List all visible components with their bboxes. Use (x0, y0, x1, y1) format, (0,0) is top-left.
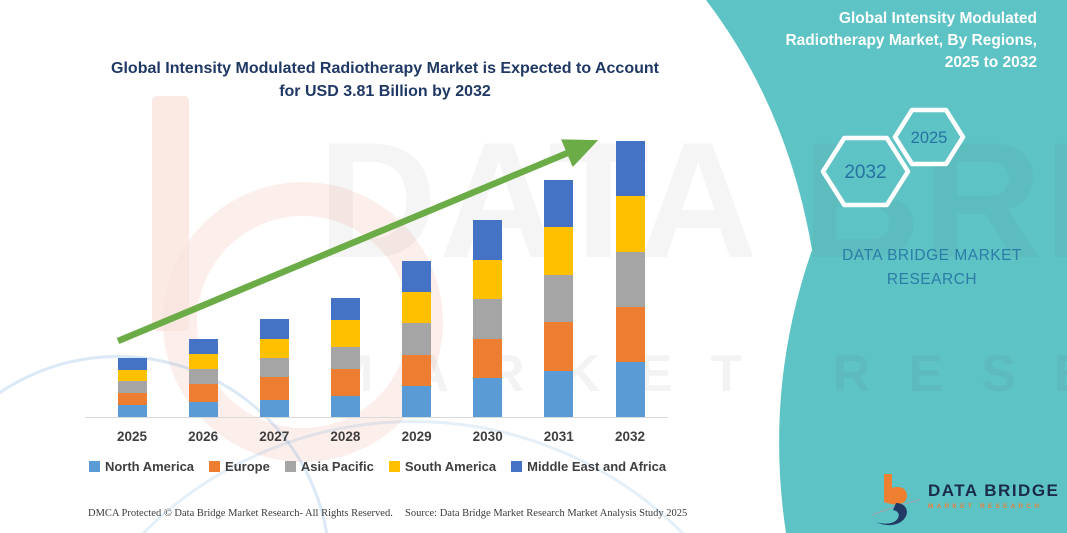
bar-2029 (402, 261, 432, 418)
databridge-logo: DATA BRIDGE MARKET RESEARCH (872, 472, 1059, 526)
legend-item-middle-east-and-africa: Middle East and Africa (511, 459, 666, 474)
bar-segment-south-america (402, 292, 432, 323)
x-axis-label-2027: 2027 (259, 429, 290, 444)
bar-segment-europe (259, 377, 289, 400)
logo-text: DATA BRIDGE MARKET RESEARCH (928, 482, 1059, 510)
bar-segment-europe (330, 369, 360, 396)
legend-label: Middle East and Africa (527, 459, 667, 474)
x-axis-label-2029: 2029 (401, 429, 432, 444)
bar-segment-north-america (117, 405, 147, 418)
legend-item-south-america: South America (388, 459, 497, 474)
bar-segment-europe (544, 322, 574, 371)
bar-segment-middle-east-and-africa (188, 339, 218, 354)
bar-segment-asia-pacific (544, 275, 574, 322)
databridge-logo-icon (872, 474, 920, 526)
bar-segment-europe (188, 384, 218, 402)
bar-segment-asia-pacific (330, 347, 360, 369)
bar-segment-middle-east-and-africa (330, 298, 360, 320)
bar-segment-north-america (188, 402, 218, 418)
bar-2031 (544, 180, 574, 418)
logo-d-shape (876, 503, 907, 526)
bar-segment-middle-east-and-africa (473, 220, 503, 260)
hexagon-2025-label: 2025 (911, 129, 948, 147)
bar-2027 (259, 319, 289, 418)
legend-item-asia-pacific: Asia Pacific (284, 459, 374, 474)
x-axis-line (85, 417, 668, 418)
footer-copyright: DMCA Protected © Data Bridge Market Rese… (88, 508, 393, 519)
bar-segment-north-america (544, 371, 574, 418)
legend-swatch (88, 461, 100, 472)
bar-2026 (188, 339, 218, 418)
sidebar-brand-text: DATA BRIDGE MARKET RESEARCH (842, 247, 1022, 289)
bar-segment-asia-pacific (615, 252, 645, 307)
x-axis-label-2025: 2025 (116, 429, 148, 444)
hexagons-graphic: 2032 2025 (820, 107, 966, 208)
hexagon-2025 (892, 107, 966, 167)
bar-segment-asia-pacific (473, 299, 503, 339)
bar-segment-europe (473, 339, 503, 378)
x-axis-label-2026: 2026 (188, 429, 219, 444)
bar-segment-south-america (117, 370, 147, 381)
bar-2028 (330, 298, 360, 418)
bar-segment-europe (117, 393, 147, 405)
bar-segment-europe (615, 307, 645, 362)
x-axis-label-2032: 2032 (614, 429, 646, 444)
legend-swatch (284, 461, 296, 472)
bar-2025 (117, 358, 147, 418)
watermark-sub-text: MARKET RESEARCH (330, 345, 1067, 403)
legend-item-europe: Europe (209, 459, 270, 474)
bar-segment-north-america (259, 400, 289, 418)
sidebar-shape (706, 0, 1067, 533)
footer-source: Source: Data Bridge Market Research Mark… (405, 508, 688, 519)
legend-label: Europe (225, 459, 270, 474)
sidebar-title: Global Intensity Modulated Radiotherapy … (785, 10, 1037, 71)
bar-segment-europe (402, 355, 432, 386)
bar-segment-south-america (259, 339, 289, 358)
bar-segment-asia-pacific (402, 323, 432, 355)
legend-label: South America (404, 459, 497, 474)
chart-title: Global Intensity Modulated Radiotherapy … (111, 60, 659, 101)
legend-item-north-america: North America (88, 459, 195, 474)
legend-swatch (209, 461, 221, 472)
bar-2030 (473, 220, 503, 418)
logo-name: DATA BRIDGE (928, 481, 1060, 500)
bar-segment-middle-east-and-africa (117, 358, 147, 370)
bar-segment-asia-pacific (259, 358, 289, 377)
bar-segment-north-america (473, 378, 503, 418)
bar-segment-south-america (330, 320, 360, 347)
bar-segment-asia-pacific (188, 369, 218, 384)
hexagon-2032-label: 2032 (844, 162, 886, 183)
logo-b-shape (884, 474, 907, 505)
x-axis-label-2031: 2031 (543, 429, 574, 444)
legend-swatch (511, 461, 523, 472)
bar-segment-north-america (615, 362, 645, 418)
bar-segment-south-america (544, 227, 574, 275)
chart-legend: North America Europe Asia Pacific South Ame… (85, 459, 670, 474)
bar-segment-asia-pacific (117, 381, 147, 393)
bar-segment-south-america (188, 354, 218, 369)
legend-label: Asia Pacific (300, 459, 374, 474)
x-axis-label-2030: 2030 (472, 429, 503, 444)
bar-segment-north-america (402, 386, 432, 418)
legend-label: North America (104, 459, 195, 474)
bar-segment-middle-east-and-africa (259, 319, 289, 339)
bar-segment-south-america (473, 260, 503, 299)
legend-swatch (388, 461, 400, 472)
x-axis-label-2028: 2028 (330, 429, 361, 444)
bar-segment-middle-east-and-africa (544, 180, 574, 227)
bar-segment-north-america (330, 396, 360, 418)
bar-segment-south-america (615, 196, 645, 252)
hexagon-2032 (820, 135, 911, 208)
bar-segment-middle-east-and-africa (615, 141, 645, 196)
logo-subtitle: MARKET RESEARCH (928, 503, 1043, 510)
bar-segment-middle-east-and-africa (402, 261, 432, 292)
bar-2032 (615, 141, 645, 418)
